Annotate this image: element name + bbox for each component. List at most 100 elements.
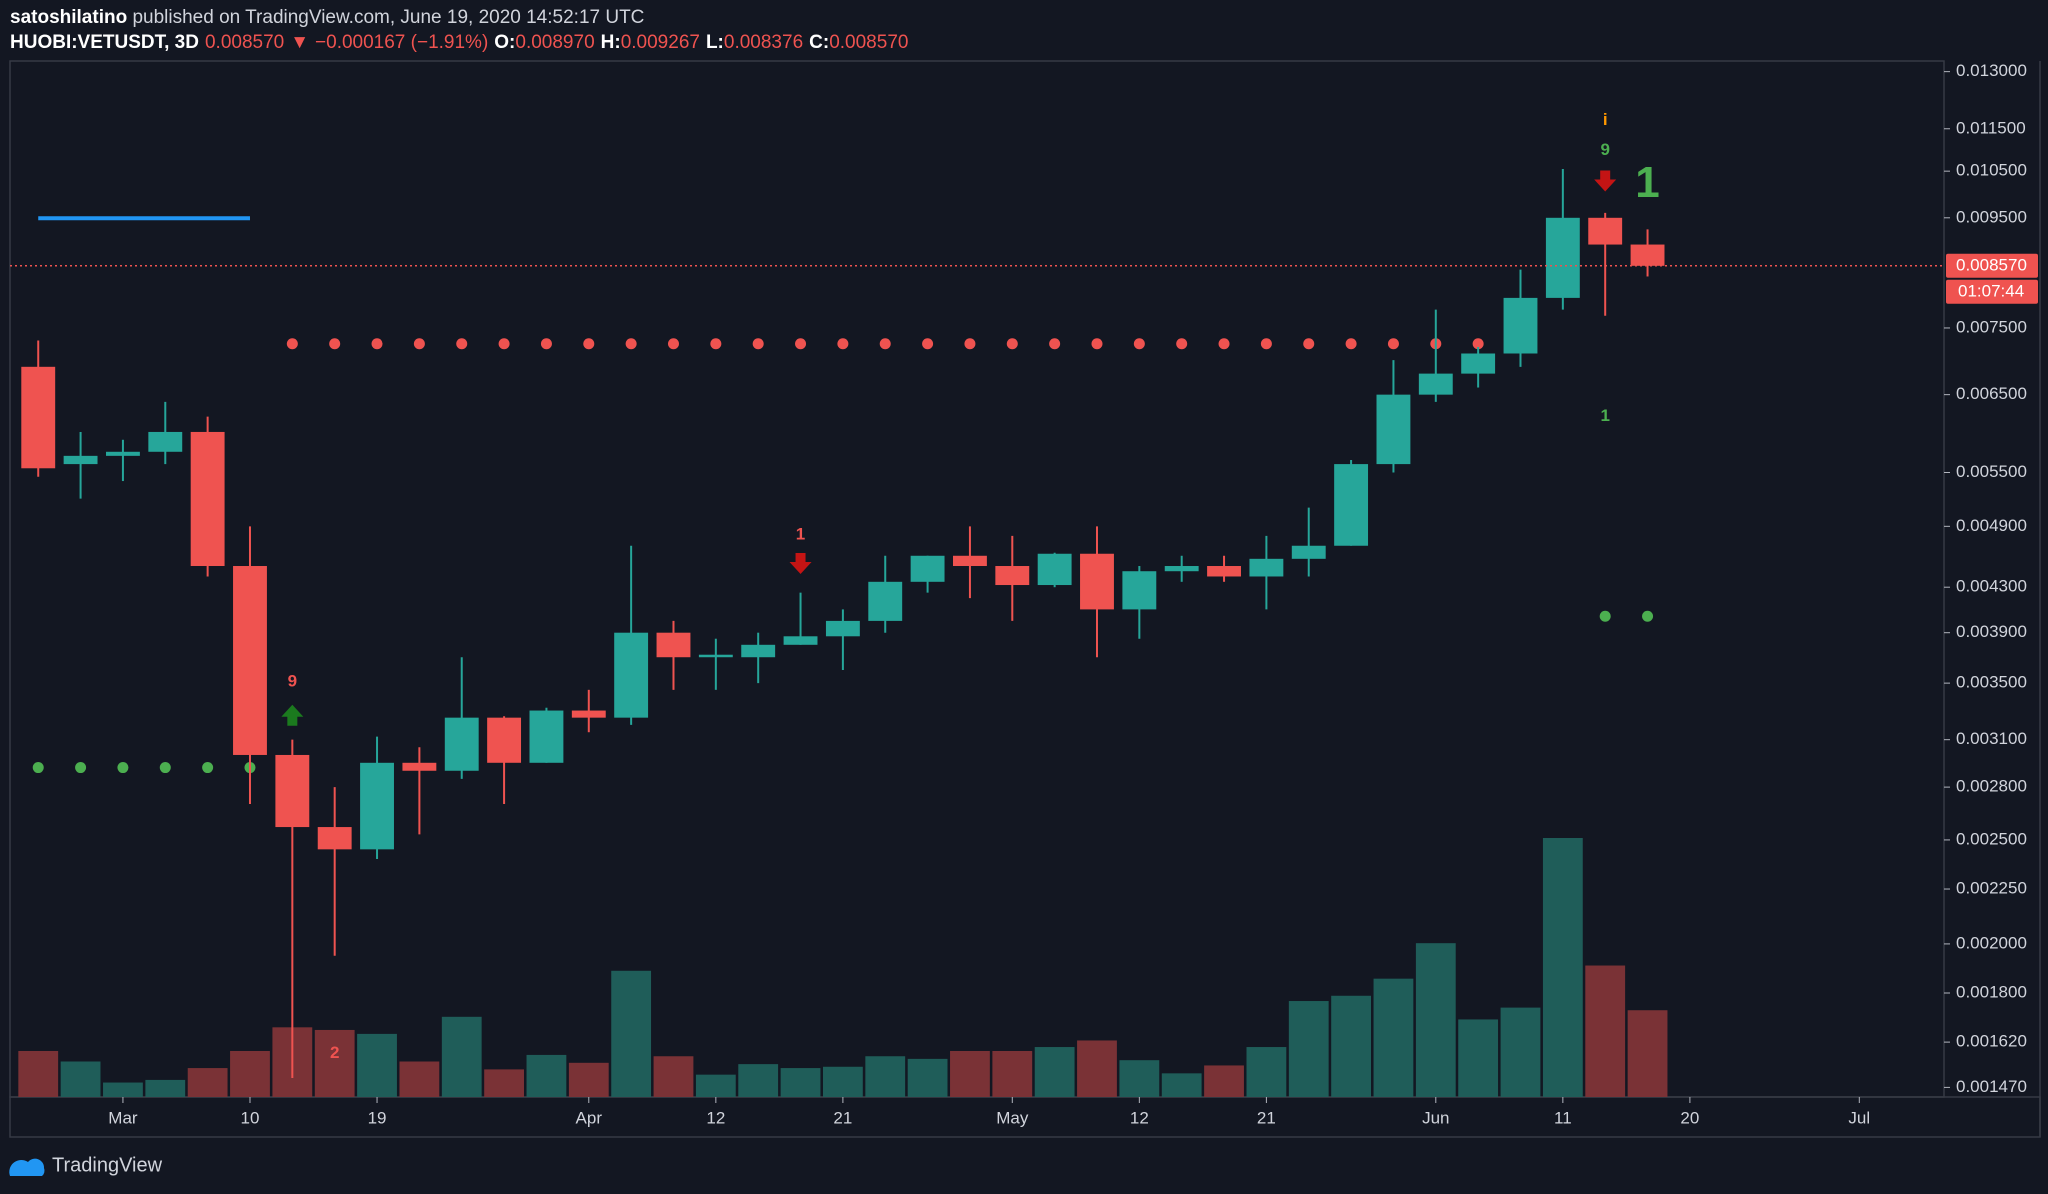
legend-item: 0.008970 [515,32,595,53]
y-tick-label: 0.004300 [1956,577,2027,596]
legend-item: L: [705,32,724,53]
level-dot [625,338,637,350]
signal-label: 1 [1600,406,1609,425]
legend-item: −0.000167 (−1.91%) [315,32,489,53]
x-tick-label: 21 [1257,1108,1276,1127]
y-tick-label: 0.007500 [1956,317,2027,336]
volume-bar [738,1064,779,1097]
candle-body [1291,545,1326,559]
candle-body [995,566,1030,586]
volume-bar [230,1050,270,1097]
level-dot [837,338,849,350]
signal-label: 9 [1600,140,1609,159]
legend-item: 0.009267 [620,32,700,53]
candle-body [1122,571,1157,610]
level-dot [413,338,425,350]
publish-line: satoshilatino published on TradingView.c… [10,7,650,29]
volume-bar [1500,1007,1541,1097]
x-tick-label: 20 [1680,1108,1699,1127]
candle-body [402,762,437,771]
candle-body [571,710,606,718]
volume-bar [1119,1060,1160,1097]
volume-bar [1373,978,1414,1097]
level-dot [583,338,595,350]
volume-bar [103,1082,143,1097]
candle-body [953,555,987,567]
level-dot [498,338,510,350]
candle-body [656,632,691,658]
signal-label: i [1603,110,1608,129]
candle-body [1545,217,1580,298]
level-dot [286,338,298,350]
volume-bar [1458,1019,1499,1097]
price-label: 0.008570 [1956,255,2027,274]
y-tick-label: 0.002500 [1956,829,2027,848]
volume-bar [18,1050,59,1097]
legend-item: C: [809,32,830,53]
signal-label: 1 [1635,158,1659,207]
level-dot [1260,338,1272,350]
y-tick-label: 0.010500 [1956,161,2027,180]
volume-bar [1246,1047,1287,1097]
y-tick-label: 0.002800 [1956,777,2027,796]
volume-bar [441,1016,482,1097]
candle-body [1037,553,1072,586]
legend-item: O: [494,32,516,53]
y-tick-label: 0.003100 [1956,729,2027,748]
level-dot [371,338,383,350]
legend-item: H: [600,32,621,53]
volume-bar [1034,1047,1075,1097]
level-dot [1218,338,1230,350]
signal-label: 1 [796,524,805,543]
countdown-box [1946,279,2038,304]
y-tick-label: 0.005500 [1956,462,2027,481]
candle-body [444,717,479,771]
level-dot [922,338,934,350]
level-dot [1049,338,1061,350]
volume-bar [907,1058,948,1097]
signal-arrow [1594,170,1617,192]
level-dot [1345,338,1357,350]
volume-bar [950,1050,990,1097]
candle-body [910,555,945,582]
volume-bar [357,1033,397,1097]
x-tick-label: Jul [1848,1108,1870,1127]
candle-body [190,431,225,567]
signal-arrow [789,552,812,574]
candle-body [783,636,818,645]
level-dot [1387,338,1399,350]
volume-bar [526,1054,567,1097]
level-dot [540,338,552,350]
volume-bar [1627,1010,1668,1097]
legend-item: 0.008570 [829,32,909,53]
candle-body [148,431,183,452]
candle-body [868,581,903,621]
legend-item: ▼ [290,32,310,53]
legend-item: 0.008376 [723,32,804,53]
candle-body [529,710,564,763]
volume-bar [484,1069,524,1097]
price-label-box [1946,253,2038,278]
level-dot [1176,338,1188,350]
countdown: 01:07:44 [1958,281,2024,300]
candle-body [360,762,394,850]
candle-body [317,827,352,850]
brand-name: TradingView [52,1154,163,1176]
level-dot [667,338,679,350]
candle-body [698,654,733,658]
volume-bar [145,1079,186,1097]
x-tick-label: 21 [833,1108,852,1127]
x-tick-label: 19 [368,1108,387,1127]
x-tick-label: 10 [241,1108,260,1127]
x-tick-label: Jun [1422,1108,1449,1127]
level-dot [1091,338,1103,350]
y-tick-label: 0.001470 [1956,1077,2027,1096]
volume-bar [1077,1040,1117,1097]
y-tick-label: 0.003900 [1956,622,2027,641]
candle-body [63,455,98,465]
volume-bar [399,1061,440,1097]
level-dot [795,338,807,350]
candle-body [1630,244,1665,266]
